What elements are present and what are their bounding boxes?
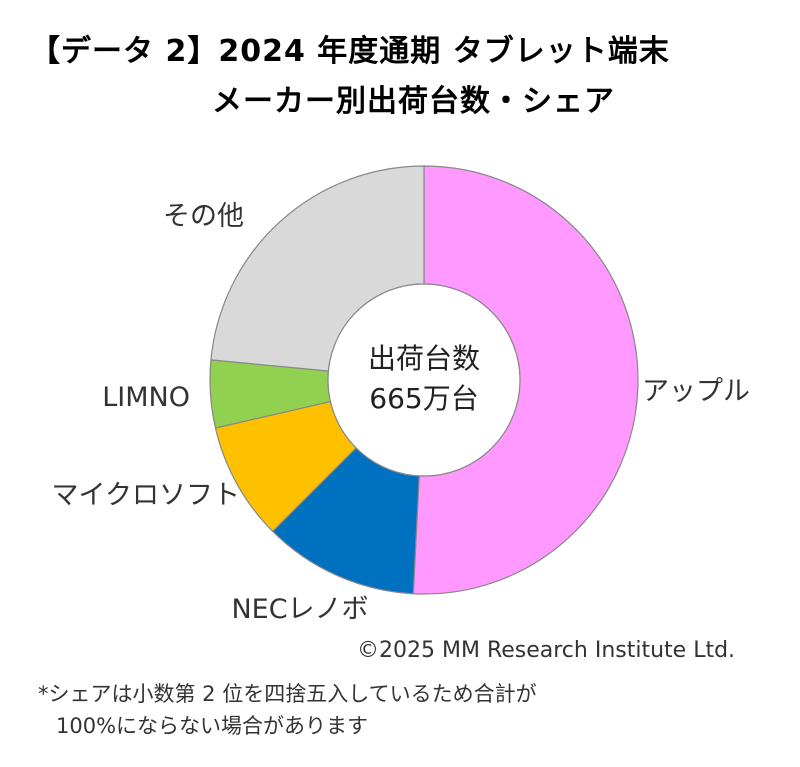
slice-label-microsoft: マイクロソフト: [52, 480, 240, 511]
donut-center-hole: [327, 283, 521, 477]
center-label-total: 665万台: [369, 382, 478, 415]
slice-label-limno: LIMNO: [102, 382, 190, 413]
footnote-line-1: *シェアは小数第 2 位を四捨五入しているため合計が: [38, 682, 537, 706]
chart-title-line-2: メーカー別出荷台数・シェア: [212, 84, 615, 119]
center-label-title: 出荷台数: [368, 342, 480, 375]
copyright-credit: ©2025 MM Research Institute Ltd.: [357, 638, 736, 663]
slice-label-other: その他: [163, 201, 244, 232]
slices-group: [209, 165, 639, 595]
footnote-line-2: 100%にならない場合があります: [56, 714, 369, 738]
chart-title-line-1: 【データ 2】2024 年度通期 タブレット端末: [30, 34, 670, 69]
slice-label-apple: アップル: [642, 376, 750, 407]
slice-label-nec-lenovo: NECレノボ: [231, 594, 368, 625]
